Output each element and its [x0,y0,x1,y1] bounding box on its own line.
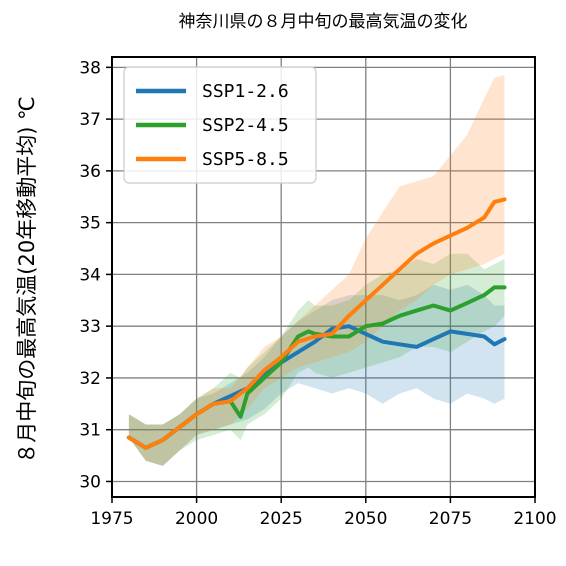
band-ssp1-2.6 [128,284,505,466]
legend-label: SSP2-4.5 [202,115,289,136]
y-tick-label: 38 [79,58,101,78]
legend-label: SSP5-8.5 [202,149,289,170]
y-axis-ticks: 30 31 32 33 34 35 36 37 38 [79,58,112,492]
band-ssp2-4.5 [128,253,505,466]
chart-title: 神奈川県の８月中旬の最高気温の変化 [179,12,468,32]
plot-frame [111,56,536,498]
y-tick-label: 35 [79,214,101,234]
y-tick-label: 33 [79,317,101,337]
y-tick-label: 36 [79,162,101,182]
uncertainty-bands [128,75,505,466]
legend-box [123,66,317,184]
legend: SSP1-2.6 SSP2-4.5 SSP5-8.5 [123,66,317,184]
line-ssp5-8.5 [126,197,507,450]
legend-label: SSP1-2.6 [202,81,289,102]
y-tick-label: 37 [79,110,101,130]
x-tick-label: 2100 [513,509,556,529]
x-axis-ticks: 1975 2000 2025 2050 2075 2100 [90,497,557,529]
x-tick-label: 2025 [260,509,303,529]
x-tick-label: 2000 [175,509,218,529]
x-tick-label: 2050 [344,509,387,529]
y-tick-label: 32 [79,369,101,389]
y-axis-label: ８月中旬の最高気温(20年移動平均) ℃ [15,96,39,463]
y-tick-label: 34 [79,265,101,285]
x-tick-label: 1975 [90,509,133,529]
y-tick-label: 31 [79,421,101,441]
series-lines [126,197,507,450]
x-tick-label: 2075 [429,509,472,529]
y-tick-label: 30 [79,472,101,492]
band-ssp5-8.5 [128,75,505,466]
